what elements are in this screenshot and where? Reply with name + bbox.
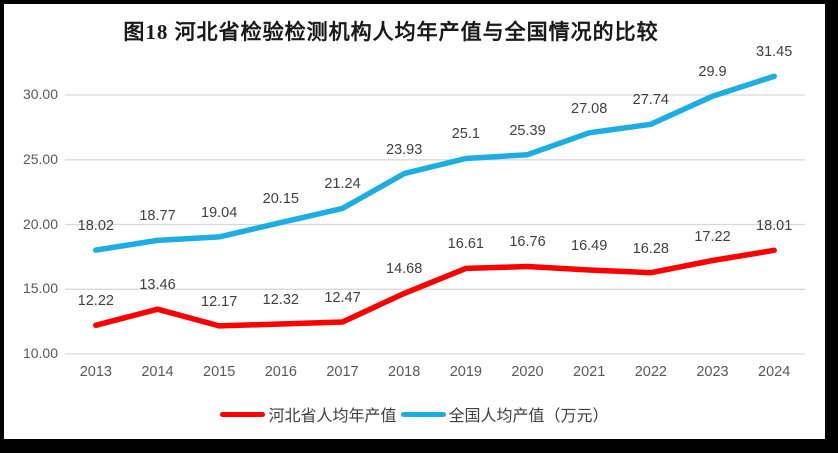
legend: 河北省人均年产值 全国人均产值（万元） [4,402,825,426]
x-tick-label: 2023 [696,364,729,380]
y-tick-label: 15.00 [22,280,58,297]
data-label-hebei: 12.22 [77,293,114,310]
x-tick-label: 2015 [203,364,236,380]
red-line-marker-icon [220,411,266,417]
x-tick-label: 2020 [511,364,544,380]
data-label-hebei: 16.28 [632,240,669,257]
data-label-national: 19.04 [201,204,238,221]
data-label-national: 23.93 [386,141,423,158]
y-tick-label: 30.00 [22,86,58,102]
x-tick-label: 2022 [634,364,667,380]
series-line-1 [93,73,777,253]
data-label-hebei: 14.68 [386,261,423,278]
data-label-national: 20.15 [262,190,299,207]
data-label-national: 27.08 [571,100,608,117]
x-tick-label: 2014 [141,364,174,380]
legend-label-national: 全国人均产值（万元） [448,408,609,425]
x-tick-label: 2021 [573,364,606,380]
x-tick-label: 2024 [758,364,791,380]
data-label-hebei: 18.01 [756,218,793,235]
x-tick-label: 2018 [388,364,421,380]
x-tick-label: 2016 [264,364,297,380]
data-label-hebei: 12.47 [324,290,361,306]
data-label-hebei: 16.49 [571,237,608,254]
x-tick-label: 2013 [79,364,112,380]
data-label-hebei: 12.32 [262,291,299,308]
series-line-0 [93,247,777,329]
data-label-national: 31.45 [756,44,793,61]
y-tick-label: 10.00 [22,345,58,361]
data-label-national: 18.77 [139,208,176,225]
data-label-hebei: 17.22 [694,228,731,245]
legend-item-hebei: 河北省人均年产值 [220,402,397,426]
x-tick-label: 2019 [449,364,482,380]
data-label-national: 25.39 [509,122,546,139]
data-label-national: 25.1 [451,126,480,143]
data-label-hebei: 12.17 [201,293,238,310]
blue-line-marker-icon [400,411,446,417]
x-tick-label: 2017 [326,364,359,380]
legend-item-national: 全国人均产值（万元） [400,402,609,426]
line-chart-plot-area [65,73,805,355]
y-tick-label: 20.00 [22,215,58,232]
y-tick-label: 25.00 [22,150,58,167]
data-label-national: 27.74 [632,92,669,109]
data-label-national: 21.24 [324,176,361,193]
legend-label-hebei: 河北省人均年产值 [268,408,397,425]
data-label-national: 18.02 [77,218,114,235]
data-label-hebei: 16.76 [509,234,546,251]
data-label-hebei: 13.46 [139,277,176,294]
chart-title: 图18 河北省检验检测机构人均年产值与全国情况的比较 [123,20,659,44]
data-label-national: 29.9 [698,64,727,81]
data-label-hebei: 16.61 [447,236,484,253]
